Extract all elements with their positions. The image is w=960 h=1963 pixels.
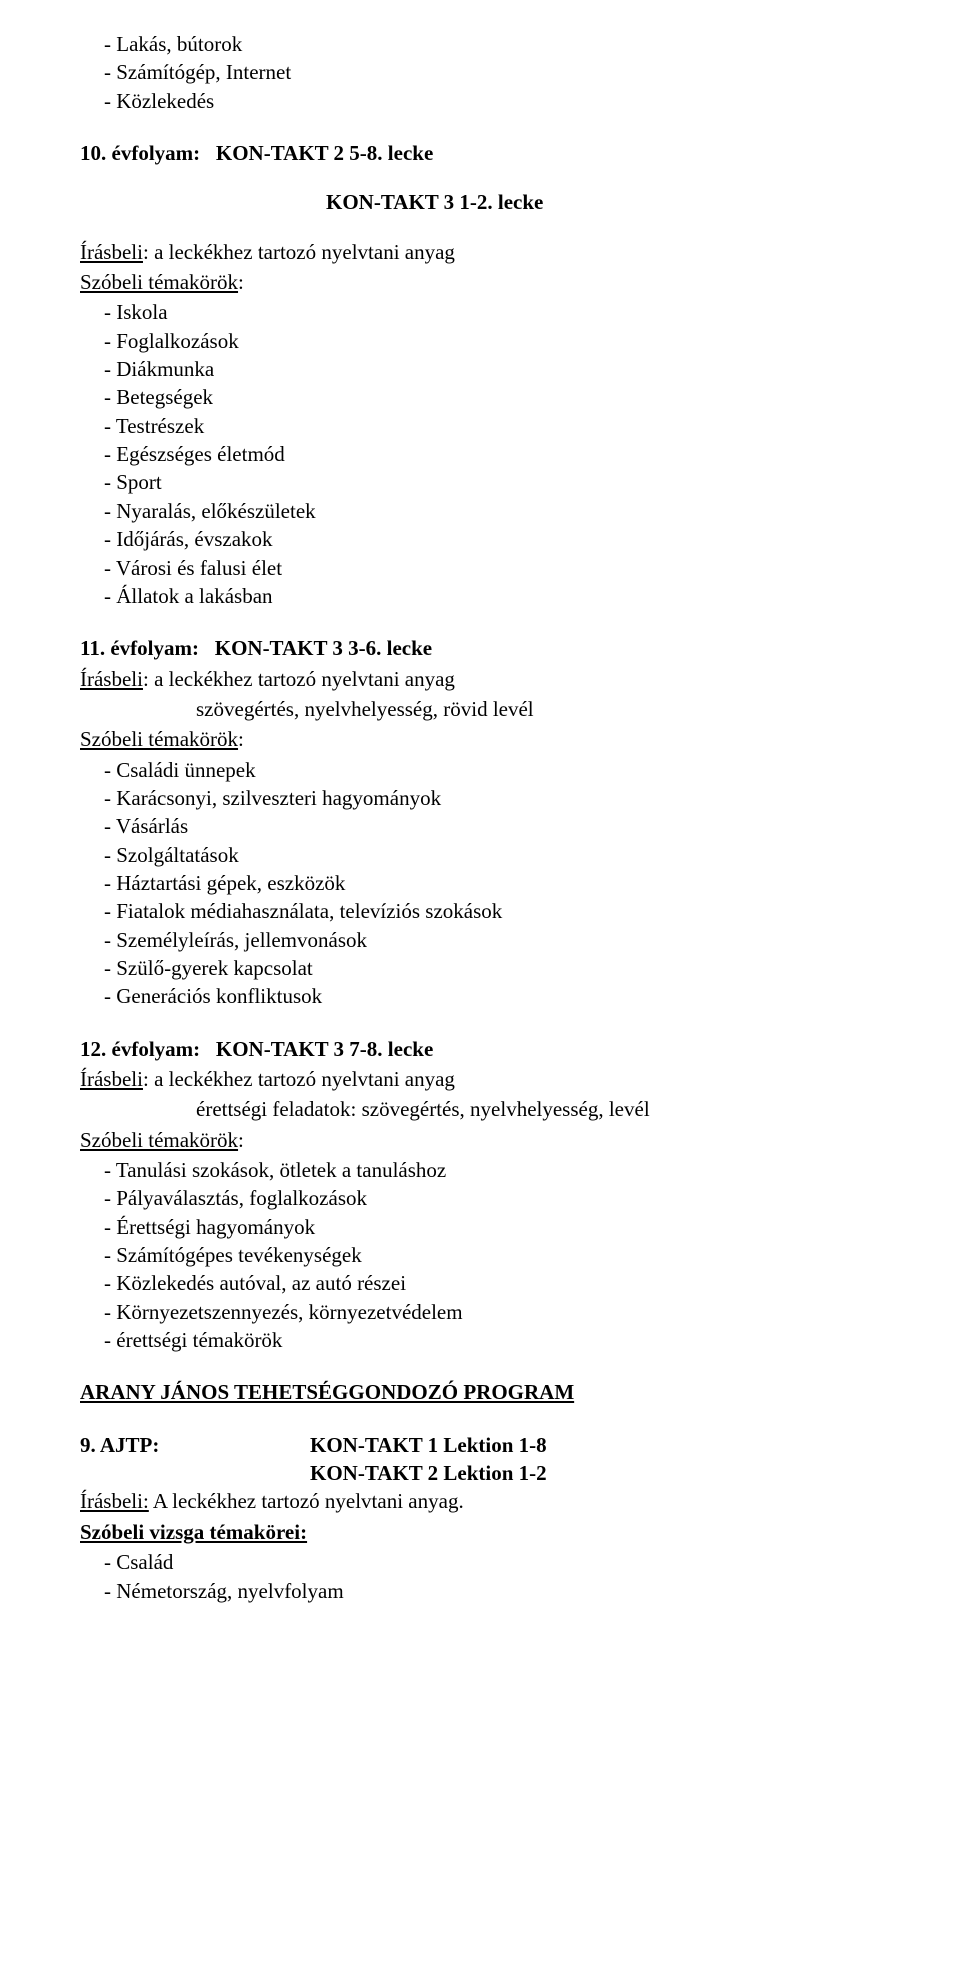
grade-11-irasbeli-extra: szövegértés, nyelvhelyesség, rövid levél <box>196 695 910 723</box>
ajtp-book2: KON-TAKT 2 Lektion 1-2 <box>310 1459 547 1487</box>
section-heading-arany: ARANY JÁNOS TEHETSÉGGONDOZÓ PROGRAM <box>80 1378 910 1406</box>
ajtp-szobeli-label: Szóbeli vizsga témakörei: <box>80 1518 910 1546</box>
ajtp-title-line2: KON-TAKT 2 Lektion 1-2 <box>80 1459 910 1487</box>
list-item: Állatok a lakásban <box>80 582 910 610</box>
ajtp-block: 9. AJTP:KON-TAKT 1 Lektion 1-8 KON-TAKT … <box>80 1431 910 1605</box>
list-item: Generációs konfliktusok <box>80 982 910 1010</box>
grade-12-irasbeli: Írásbeli: a leckékhez tartozó nyelvtani … <box>80 1065 910 1093</box>
list-item: Nyaralás, előkészületek <box>80 497 910 525</box>
irasbeli-label: Írásbeli: <box>80 1489 149 1513</box>
list-item: Számítógépes tevékenységek <box>80 1241 910 1269</box>
list-item: Testrészek <box>80 412 910 440</box>
irasbeli-label: Írásbeli <box>80 240 143 264</box>
grade-12-items: Tanulási szokások, ötletek a tanuláshoz … <box>80 1156 910 1354</box>
grade-10-block: 10. évfolyam: KON-TAKT 2 5-8. lecke KON-… <box>80 139 910 610</box>
list-item: Közlekedés autóval, az autó részei <box>80 1269 910 1297</box>
list-item: Szolgáltatások <box>80 841 910 869</box>
list-item: Lakás, bútorok <box>80 30 910 58</box>
list-item: Időjárás, évszakok <box>80 525 910 553</box>
list-item: Németország, nyelvfolyam <box>80 1577 910 1605</box>
grade-12-book: KON-TAKT 3 7-8. lecke <box>216 1037 433 1061</box>
list-item: Szülő-gyerek kapcsolat <box>80 954 910 982</box>
grade-10-title: 10. évfolyam: KON-TAKT 2 5-8. lecke KON-… <box>80 139 910 217</box>
list-item: Foglalkozások <box>80 327 910 355</box>
grade-10-book1: KON-TAKT 2 5-8. lecke <box>216 141 433 165</box>
list-item: Háztartási gépek, eszközök <box>80 869 910 897</box>
list-item: Betegségek <box>80 383 910 411</box>
grade-12-szobeli-label: Szóbeli témakörök: <box>80 1126 910 1154</box>
grade-11-szobeli-label: Szóbeli témakörök: <box>80 725 910 753</box>
list-item-plus: érettségi témakörök <box>80 1326 910 1354</box>
list-item: Karácsonyi, szilveszteri hagyományok <box>80 784 910 812</box>
list-item: Vásárlás <box>80 812 910 840</box>
grade-10-szobeli-label: Szóbeli témakörök: <box>80 268 910 296</box>
irasbeli-text: A leckékhez tartozó nyelvtani anyag. <box>149 1489 464 1513</box>
list-item: Közlekedés <box>80 87 910 115</box>
ajtp-title-line1: 9. AJTP:KON-TAKT 1 Lektion 1-8 <box>80 1431 910 1459</box>
list-item: Városi és falusi élet <box>80 554 910 582</box>
irasbeli-text: : a leckékhez tartozó nyelvtani anyag <box>143 1067 455 1091</box>
grade-10-items: Iskola Foglalkozások Diákmunka Betegsége… <box>80 298 910 610</box>
list-item: Pályaválasztás, foglalkozások <box>80 1184 910 1212</box>
szobeli-label: Szóbeli témakörök <box>80 1128 238 1152</box>
list-item: Környezetszennyezés, környezetvédelem <box>80 1298 910 1326</box>
ajtp-book1: KON-TAKT 1 Lektion 1-8 <box>310 1431 547 1459</box>
irasbeli-label: Írásbeli <box>80 667 143 691</box>
list-item: Család <box>80 1548 910 1576</box>
list-item: Érettségi hagyományok <box>80 1213 910 1241</box>
irasbeli-text: : a leckékhez tartozó nyelvtani anyag <box>143 240 455 264</box>
grade-10-book2: KON-TAKT 3 1-2. lecke <box>326 188 910 216</box>
pre-list: Lakás, bútorok Számítógép, Internet Közl… <box>80 30 910 115</box>
irasbeli-text: : a leckékhez tartozó nyelvtani anyag <box>143 667 455 691</box>
szobeli-label: Szóbeli vizsga témakörei: <box>80 1520 307 1544</box>
list-item: Iskola <box>80 298 910 326</box>
list-item: Diákmunka <box>80 355 910 383</box>
grade-11-irasbeli: Írásbeli: a leckékhez tartozó nyelvtani … <box>80 665 910 693</box>
grade-12-prefix: 12. évfolyam: <box>80 1037 200 1061</box>
grade-12-irasbeli-extra: érettségi feladatok: szövegértés, nyelvh… <box>196 1095 910 1123</box>
grade-10-irasbeli: Írásbeli: a leckékhez tartozó nyelvtani … <box>80 238 910 266</box>
list-item: Személyleírás, jellemvonások <box>80 926 910 954</box>
grade-11-block: 11. évfolyam: KON-TAKT 3 3-6. lecke Írás… <box>80 634 910 1010</box>
ajtp-items: Család Németország, nyelvfolyam <box>80 1548 910 1605</box>
szobeli-label: Szóbeli témakörök <box>80 270 238 294</box>
list-item: Sport <box>80 468 910 496</box>
list-item: Tanulási szokások, ötletek a tanuláshoz <box>80 1156 910 1184</box>
list-item: Családi ünnepek <box>80 756 910 784</box>
document-page: Lakás, bútorok Számítógép, Internet Közl… <box>0 0 960 1655</box>
grade-11-book: KON-TAKT 3 3-6. lecke <box>215 636 432 660</box>
grade-11-items: Családi ünnepek Karácsonyi, szilveszteri… <box>80 756 910 1011</box>
list-item: Számítógép, Internet <box>80 58 910 86</box>
list-item: Fiatalok médiahasználata, televíziós szo… <box>80 897 910 925</box>
ajtp-prefix: 9. AJTP: <box>80 1431 310 1459</box>
grade-12-title: 12. évfolyam: KON-TAKT 3 7-8. lecke <box>80 1035 910 1063</box>
list-item: Egészséges életmód <box>80 440 910 468</box>
grade-11-title: 11. évfolyam: KON-TAKT 3 3-6. lecke <box>80 634 910 662</box>
irasbeli-label: Írásbeli <box>80 1067 143 1091</box>
grade-12-block: 12. évfolyam: KON-TAKT 3 7-8. lecke Írás… <box>80 1035 910 1355</box>
szobeli-label: Szóbeli témakörök <box>80 727 238 751</box>
grade-11-prefix: 11. évfolyam: <box>80 636 199 660</box>
ajtp-irasbeli: Írásbeli: A leckékhez tartozó nyelvtani … <box>80 1487 910 1515</box>
grade-10-prefix: 10. évfolyam: <box>80 141 200 165</box>
